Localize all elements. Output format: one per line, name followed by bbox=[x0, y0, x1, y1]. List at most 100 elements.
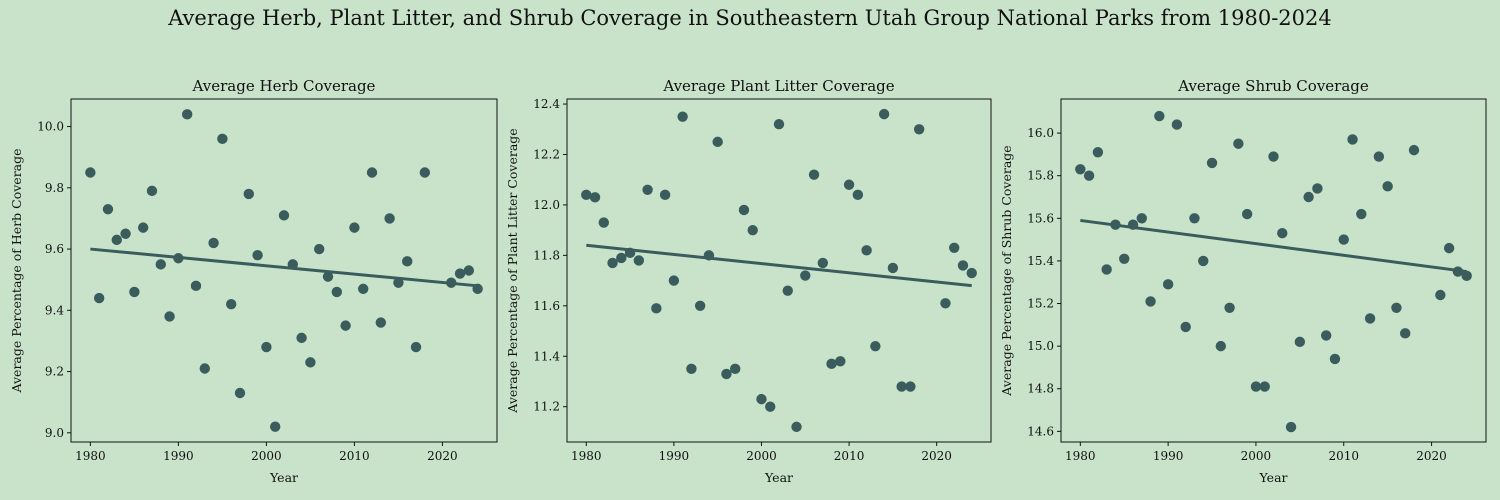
panel-3-data-point bbox=[1435, 289, 1446, 301]
panel-1-y-axis-label: Average Percentage of Herb Coverage bbox=[9, 148, 24, 393]
panel-3-data-point bbox=[1285, 421, 1297, 433]
panel-1-data-point bbox=[340, 320, 351, 331]
panel-3-x-tick-label: 2000 bbox=[1241, 449, 1272, 463]
panel-3-data-point bbox=[1119, 253, 1130, 264]
panel-3-data-point bbox=[1136, 213, 1147, 224]
panel-1-data-point bbox=[243, 188, 254, 200]
panel-2-data-point bbox=[581, 189, 592, 201]
panel-1-x-tick-label: 2000 bbox=[251, 449, 282, 463]
panel-1-data-point bbox=[155, 259, 166, 270]
panel-3-y-tick-label: 15.8 bbox=[1027, 169, 1054, 183]
panel-2-x-tick-label: 1980 bbox=[571, 449, 602, 463]
figure-title: Average Herb, Plant Litter, and Shrub Co… bbox=[168, 6, 1332, 30]
panel-1-data-point bbox=[181, 109, 193, 120]
panel-1-data-point bbox=[331, 286, 343, 298]
panel-2-data-point bbox=[835, 356, 846, 367]
panel-1-data-point bbox=[199, 363, 210, 374]
panel-2-data-point bbox=[642, 184, 653, 195]
panel-2-data-point bbox=[905, 381, 916, 392]
panel-1-data-point bbox=[366, 167, 378, 178]
panel-1-data-point bbox=[261, 341, 272, 353]
panel-2-data-point bbox=[616, 252, 627, 264]
panel-1-data-point bbox=[252, 249, 263, 261]
panel-3-data-point bbox=[1206, 157, 1218, 169]
panel-2-y-tick-label: 11.2 bbox=[533, 400, 560, 414]
panel-3-data-point bbox=[1092, 147, 1104, 158]
panel-3-data-point bbox=[1364, 313, 1376, 324]
panel-3-trend-line bbox=[1080, 218, 1467, 274]
panel-2-data-point bbox=[957, 260, 969, 271]
panel-1-data-point bbox=[93, 292, 105, 304]
panel-1-data-point bbox=[349, 222, 360, 233]
panel-3-data-point bbox=[1356, 208, 1367, 220]
panel-1-data-point bbox=[454, 268, 466, 279]
panel-3-data-point bbox=[1241, 208, 1253, 220]
panel-3-data-point bbox=[1338, 234, 1349, 245]
panel-2-data-point bbox=[940, 298, 951, 309]
panel-1-title: Average Herb Coverage bbox=[192, 77, 376, 95]
panel-3-data-point bbox=[1259, 381, 1270, 392]
panel-3-data-point bbox=[1162, 279, 1174, 290]
panel-2-x-tick-label: 2010 bbox=[834, 449, 865, 463]
panel-1-data-point bbox=[419, 167, 431, 178]
panel-1-axes-frame bbox=[70, 98, 498, 443]
panel-2-data-point bbox=[686, 363, 697, 375]
panel-1-data-point bbox=[137, 222, 149, 233]
panel-2-x-tick-label: 1990 bbox=[659, 449, 690, 463]
panel-2-data-point bbox=[677, 111, 688, 122]
panel-3-data-point bbox=[1171, 119, 1183, 130]
panel-1-x-axis-label: Year bbox=[269, 470, 298, 485]
panel-2-data-point bbox=[607, 257, 618, 269]
panel-2-data-point bbox=[791, 421, 802, 433]
panel-2-data-point bbox=[659, 189, 671, 201]
panel-3-data-point bbox=[1215, 340, 1227, 352]
panel-1-data-point bbox=[463, 265, 475, 276]
panel-3-data-point bbox=[1180, 321, 1191, 333]
panel-1-x-tick-label: 1990 bbox=[163, 449, 194, 463]
panel-1-data-point bbox=[164, 311, 175, 322]
panel-1-y-tick-label: 9.6 bbox=[45, 242, 64, 256]
panel-2-data-point bbox=[747, 224, 758, 236]
panel-2-data-point bbox=[782, 285, 793, 296]
panel-3-data-point bbox=[1075, 164, 1086, 175]
panel-1-data-point bbox=[111, 234, 122, 246]
panel-3-data-point bbox=[1189, 213, 1200, 224]
panel-3-data-point bbox=[1224, 302, 1235, 313]
panel-1-x-tick-label: 1980 bbox=[75, 449, 106, 463]
panel-1-data-point bbox=[225, 298, 237, 310]
panel-3-y-tick-label: 15.4 bbox=[1027, 254, 1054, 268]
panel-2-data-point bbox=[878, 108, 890, 120]
panel-1-trend-line bbox=[90, 247, 478, 288]
panel-2-data-point bbox=[817, 257, 829, 269]
panel-3-data-point bbox=[1329, 353, 1341, 365]
panel-1-data-point bbox=[120, 228, 131, 239]
panel-1-data-point bbox=[296, 332, 307, 344]
panel-3-data-point bbox=[1461, 270, 1472, 282]
panel-2-y-axis-label: Average Percentage of Plant Litter Cover… bbox=[505, 128, 520, 413]
panel-1-data-point bbox=[402, 256, 413, 267]
panel-3-data-point bbox=[1408, 144, 1420, 156]
panel-3-data-point bbox=[1391, 302, 1402, 313]
panel-1-data-point bbox=[217, 133, 228, 145]
panel-2-data-point bbox=[843, 179, 855, 190]
panel-2-y-tick-label: 12.0 bbox=[533, 198, 560, 212]
panel-2-x-tick-label: 2020 bbox=[921, 449, 952, 463]
panel-2-data-point bbox=[913, 124, 925, 135]
panel-3-y-tick-label: 15.2 bbox=[1027, 297, 1054, 311]
panel-2-data-point bbox=[808, 169, 820, 180]
panel-1-data-point bbox=[234, 387, 246, 399]
panel-2-data-point bbox=[694, 300, 706, 312]
panel-2-data-point bbox=[870, 340, 881, 352]
panel-3-y-axis-label: Average Percentage of Shrub Coverage bbox=[999, 145, 1014, 396]
panel-2-y-tick-label: 11.6 bbox=[533, 299, 560, 313]
panel-2-data-point bbox=[852, 189, 864, 201]
panel-2-data-point bbox=[633, 255, 645, 266]
panel-3-data-point bbox=[1154, 110, 1165, 122]
panel-1-data-point bbox=[358, 283, 369, 295]
panel-2-axes-frame bbox=[566, 98, 992, 443]
panel-2-x-axis-label: Year bbox=[764, 470, 793, 485]
panel-3-data-point bbox=[1277, 228, 1288, 239]
panel-3-data-point bbox=[1233, 138, 1244, 149]
panel-1-y-tick-label: 9.8 bbox=[45, 181, 64, 195]
